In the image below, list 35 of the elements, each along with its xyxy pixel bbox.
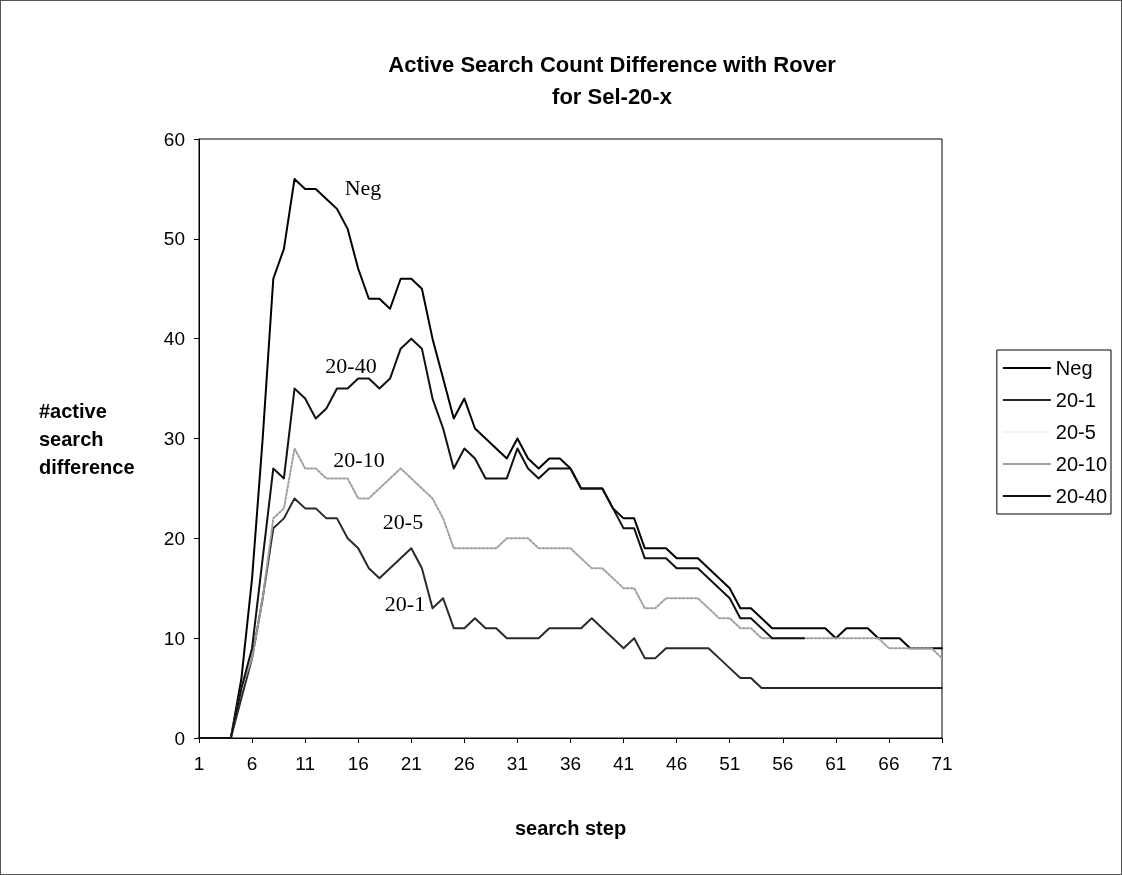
- x-axis-title: search step: [514, 817, 627, 839]
- x-tick-label: 66: [878, 753, 900, 774]
- x-tick-label: 16: [347, 753, 369, 774]
- y-tick-label: 0: [174, 727, 185, 749]
- annotation: 20-10: [333, 446, 385, 472]
- legend-label: 20-10: [1055, 453, 1107, 475]
- annotation: 20-5: [382, 508, 424, 534]
- annotation: Neg: [344, 174, 382, 200]
- y-tick-label: 20: [163, 527, 185, 549]
- y-tick-label: 10: [163, 627, 185, 649]
- annotation: 20-1: [384, 590, 426, 616]
- legend-label: 20-1: [1055, 389, 1096, 411]
- x-tick-label: 1: [193, 753, 205, 774]
- x-tick-label: 26: [453, 753, 475, 774]
- x-tick-label: 21: [400, 753, 422, 774]
- y-tick-label: 30: [163, 428, 185, 449]
- legend-label: 20-5: [1055, 421, 1096, 443]
- x-tick-label: 36: [559, 753, 582, 774]
- x-tick-label: 11: [295, 753, 316, 774]
- annotation: 20-40: [325, 352, 377, 378]
- x-tick-label: 51: [719, 753, 741, 774]
- x-tick-label: 31: [506, 753, 528, 774]
- x-tick-label: 71: [931, 753, 953, 774]
- y-tick-label: 40: [163, 328, 185, 350]
- x-tick-label: 41: [613, 753, 635, 774]
- x-tick-label: 6: [246, 753, 258, 774]
- y-axis-title: #active search difference: [39, 400, 135, 478]
- x-tick-label: 46: [666, 753, 688, 774]
- x-tick-label: 61: [825, 753, 847, 774]
- chart-title: Active Search Count Difference with Rover for Sel-20-x: [388, 51, 837, 109]
- legend-label: 20-40: [1055, 485, 1107, 507]
- y-tick-label: 60: [163, 128, 185, 150]
- x-tick-label: 56: [772, 753, 794, 774]
- y-tick-label: 50: [163, 228, 185, 250]
- legend-label: Neg: [1055, 357, 1093, 379]
